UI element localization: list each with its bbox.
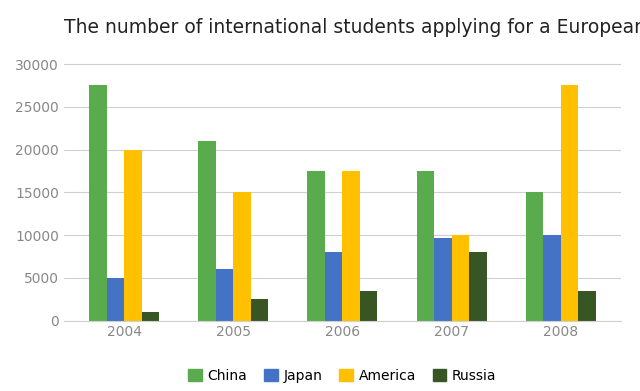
- Bar: [360, 291, 378, 321]
- Bar: [543, 235, 561, 321]
- Legend: China, Japan, America, Russia: China, Japan, America, Russia: [182, 363, 502, 388]
- Bar: [578, 291, 596, 321]
- Bar: [198, 141, 216, 321]
- Bar: [434, 238, 452, 321]
- Bar: [124, 149, 141, 321]
- Bar: [417, 171, 434, 321]
- Bar: [325, 252, 342, 321]
- Bar: [141, 312, 159, 321]
- Bar: [307, 171, 325, 321]
- Text: The number of international students applying for a European university: The number of international students app…: [64, 18, 640, 37]
- Bar: [107, 278, 124, 321]
- Bar: [561, 85, 578, 321]
- Bar: [452, 235, 469, 321]
- Bar: [342, 171, 360, 321]
- Bar: [89, 85, 107, 321]
- Bar: [216, 269, 233, 321]
- Bar: [233, 192, 251, 321]
- Bar: [469, 252, 486, 321]
- Bar: [526, 192, 543, 321]
- Bar: [251, 299, 268, 321]
